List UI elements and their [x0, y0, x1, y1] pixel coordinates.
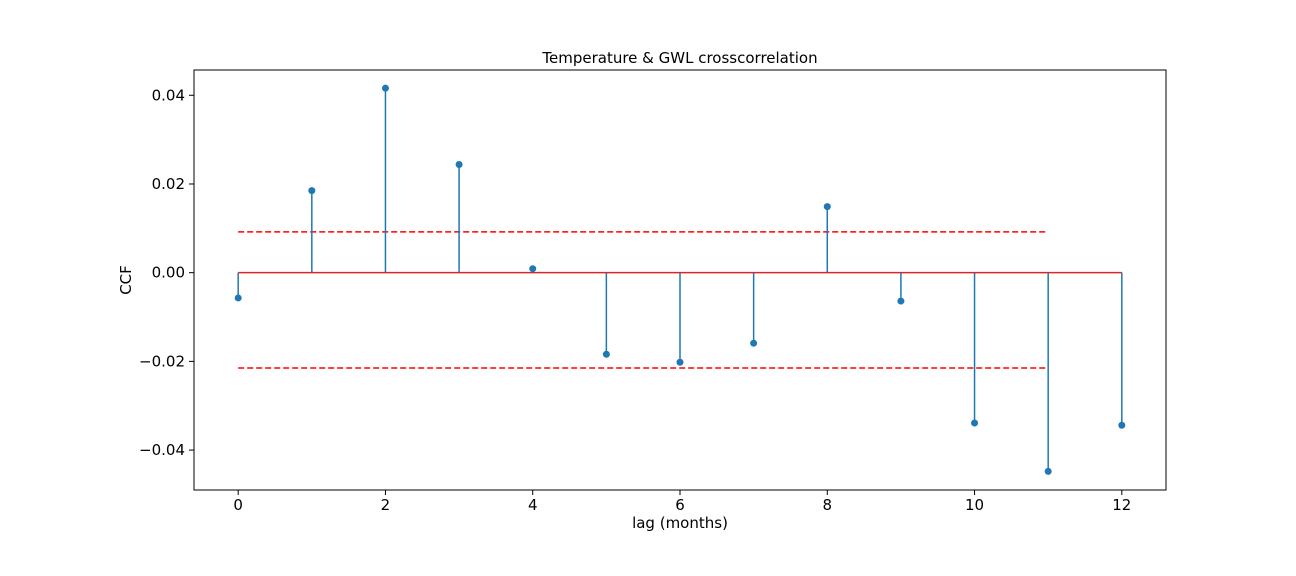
stem-marker — [234, 294, 242, 302]
stem-marker — [1044, 467, 1052, 475]
x-tick-label: 10 — [965, 496, 984, 514]
plot-area — [234, 84, 1126, 475]
stem-marker — [676, 358, 684, 366]
stem-marker — [750, 339, 758, 347]
y-axis-label: CCF — [117, 265, 135, 295]
stem-marker — [455, 160, 463, 168]
stem-marker — [971, 419, 979, 427]
y-tick-label: 0.04 — [152, 86, 185, 104]
stem-marker — [823, 203, 831, 211]
x-tick-label: 4 — [528, 496, 538, 514]
stem-marker — [897, 297, 905, 305]
y-tick-label: −0.02 — [139, 352, 185, 370]
x-tick-label: 12 — [1112, 496, 1131, 514]
x-tick-label: 6 — [675, 496, 685, 514]
stem-marker — [1118, 421, 1126, 429]
stem-marker — [529, 265, 537, 273]
x-tick-label: 2 — [381, 496, 391, 514]
y-tick-label: 0.00 — [152, 264, 185, 282]
x-axis-label: lag (months) — [632, 514, 728, 532]
stem-marker — [602, 350, 610, 358]
stem-marker — [381, 84, 389, 92]
y-tick-label: 0.02 — [152, 175, 185, 193]
chart-title: Temperature & GWL crosscorrelation — [541, 49, 817, 67]
x-tick-label: 0 — [233, 496, 243, 514]
x-axis: 0 2 4 6 8 10 12 — [233, 490, 1131, 514]
x-tick-label: 8 — [822, 496, 832, 514]
y-axis: −0.04 −0.02 0.00 0.02 0.04 — [139, 86, 194, 459]
stem-marker — [308, 187, 316, 195]
y-tick-label: −0.04 — [139, 441, 185, 459]
